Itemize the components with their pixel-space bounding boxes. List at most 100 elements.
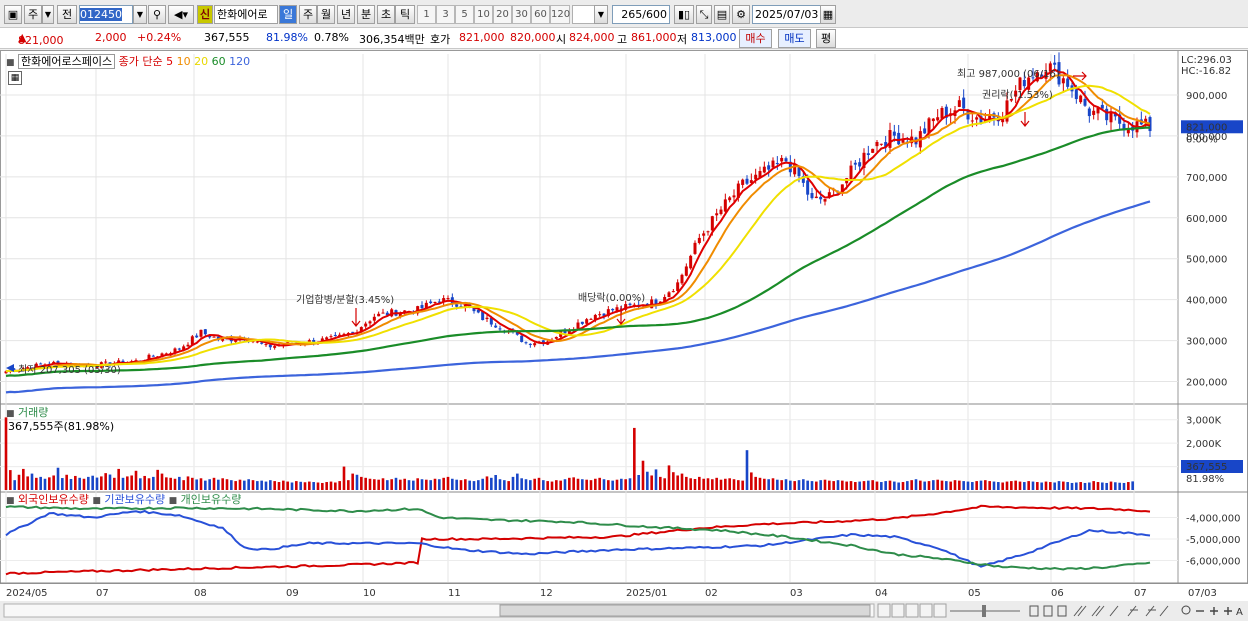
volume-bar [130,475,133,490]
volume-bar [95,477,99,490]
scroll-right-icon-frame[interactable] [877,603,891,618]
event1-arrow-icon [351,308,361,327]
num-button-20[interactable]: 20 [493,5,512,24]
volume-bar [953,480,957,490]
code-dropdown-icon[interactable]: ▼ [133,5,147,24]
draw-line-icon-3[interactable] [1109,605,1119,617]
x-tick-label: 05 [968,588,981,599]
candle-body [780,157,784,162]
code-value: 012450 [80,8,122,21]
volume-bar [559,480,562,490]
volume-bar [633,427,636,490]
play-icon-frame[interactable] [919,603,933,618]
zoom-in-icon[interactable] [1210,607,1218,615]
chart-svg[interactable]: 900,000 800,000 700,000 600,000 500,000 400,0… [0,50,1248,621]
volume-bar [342,466,346,490]
volume-bar [195,479,198,490]
mode-dropdown-icon[interactable]: ▼ [42,5,54,24]
volume-bar [689,478,692,490]
draw-line-icon-6[interactable] [1159,605,1169,617]
period-tick-button[interactable]: 틱 [395,5,415,24]
volume-bar [875,481,879,490]
credit-badge[interactable]: 신 [197,5,213,24]
candle-body [767,165,771,170]
date-input[interactable]: 2025/07/03 [752,5,822,24]
num-button-120[interactable]: 120 [550,5,570,24]
custom-period-dropdown-icon[interactable]: ▼ [594,5,608,24]
sell-button[interactable]: 매도 [778,29,811,48]
stock-name-field[interactable]: 한화에어로 [214,5,278,24]
volume-bar [1075,482,1078,490]
volume-bar [420,479,424,490]
zoom-slider-handle[interactable] [982,605,986,617]
draw-line-icon-4[interactable] [1127,605,1138,617]
num-button-30[interactable]: 30 [512,5,531,24]
period-month-button[interactable]: 월 [317,5,335,24]
volume-bar [728,478,731,490]
num-button-60[interactable]: 60 [531,5,550,24]
grid-toggle-icon[interactable]: ▦ [8,71,22,85]
draw-line-icon[interactable] [1073,605,1087,617]
window-icon[interactable]: ▣ [4,5,22,24]
num-button-5[interactable]: 5 [455,5,474,24]
buy-button[interactable]: 매수 [739,29,772,48]
candle-body [888,130,892,148]
period-grid-icon-3[interactable] [1057,605,1067,617]
fast-forward-icon-frame[interactable] [933,603,947,618]
code-input[interactable]: 012450 [79,5,133,24]
volume-bar [295,481,298,490]
volume-bar [425,479,428,490]
volume-bar [347,480,350,490]
legend-stock-name[interactable]: 한화에어로스페이스 [18,54,116,69]
candle-body [736,183,740,199]
period-grid-icon[interactable] [1029,605,1039,617]
volume-bar [672,472,675,490]
volume-bar [321,482,324,490]
period-day-button[interactable]: 일 [279,5,297,24]
candle-type-icon[interactable]: ▮▯ [674,5,694,24]
volume-bar [598,477,601,490]
candle-body [654,299,658,306]
volume-bar [104,473,107,490]
fast-back-icon-frame[interactable] [891,603,905,618]
event2-arrow-icon [616,306,626,325]
candle-body [962,97,966,109]
candle-body [806,180,810,195]
volume-bar [511,476,515,490]
period-grid-icon-2[interactable] [1043,605,1053,617]
draw-line-icon-5[interactable] [1145,605,1156,617]
mode-button[interactable]: 주 [24,5,42,24]
period-week-button[interactable]: 주 [299,5,317,24]
candle-body [771,160,775,168]
count-field[interactable]: 265/600 [612,5,670,24]
chart-area[interactable]: 900,000 800,000 700,000 600,000 500,000 400,0… [0,50,1248,621]
scrollbar-thumb[interactable] [499,604,871,617]
num-button-1[interactable]: 1 [417,5,436,24]
zoom-reset-icon[interactable] [1224,607,1232,615]
volume-bar [520,478,523,490]
num-button-3[interactable]: 3 [436,5,455,24]
volume-bar [442,477,445,490]
ask-price-2: 820,000 [510,31,556,44]
num-button-10[interactable]: 10 [474,5,493,24]
volume-bar [641,460,645,490]
eval-button[interactable]: 평 [816,29,836,48]
save-icon[interactable]: ▤ [714,5,730,24]
candle-body [793,164,797,175]
stop-icon-frame[interactable] [905,603,919,618]
period-minute-button[interactable]: 분 [357,5,375,24]
period-second-button[interactable]: 초 [377,5,395,24]
search-icon[interactable]: ⚲ [148,5,166,24]
calendar-icon[interactable]: ▦ [820,5,836,24]
draw-line-icon-2[interactable] [1091,605,1105,617]
draw-tool-icon[interactable]: ⤡ [696,5,712,24]
candle-body [598,314,602,316]
x-tick-label: 06 [1051,588,1064,599]
candle-body [671,291,675,293]
period-year-button[interactable]: 년 [337,5,355,24]
sound-icon[interactable]: ◀▾ [168,5,194,24]
candle-body [398,312,402,317]
prev-button[interactable]: 전 [57,5,77,24]
zoom-search-icon[interactable] [1181,605,1191,615]
settings-gear-icon[interactable]: ⚙ [732,5,750,24]
